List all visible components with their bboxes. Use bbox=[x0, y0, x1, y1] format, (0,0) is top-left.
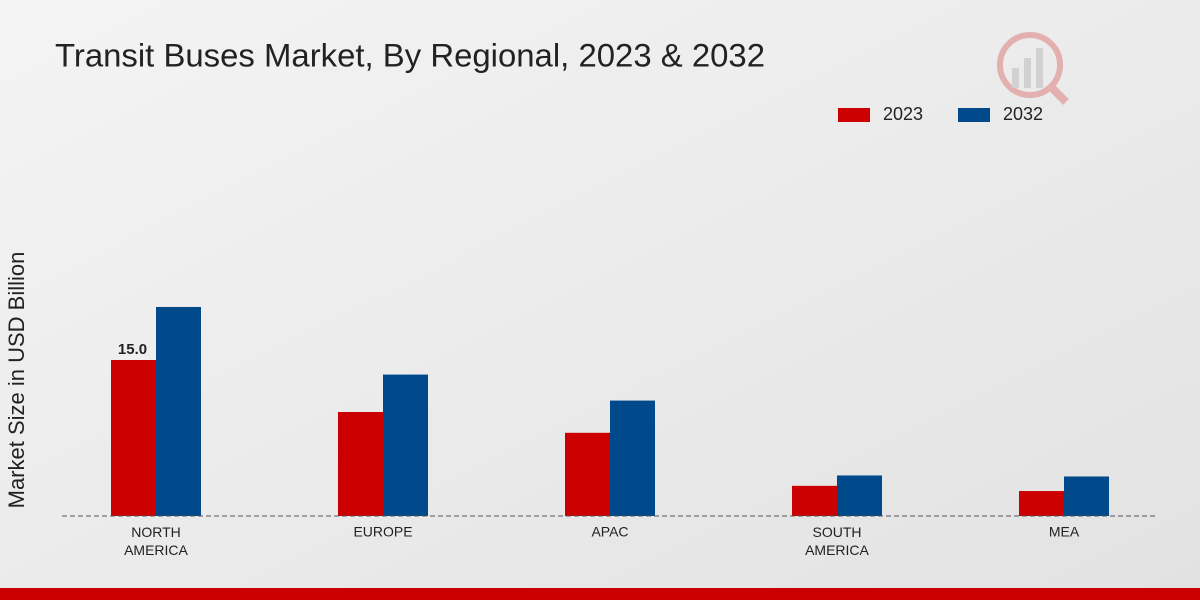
bar bbox=[837, 475, 882, 516]
bar bbox=[1019, 491, 1064, 516]
data-label: 15.0 bbox=[118, 341, 147, 358]
legend-label: 2032 bbox=[1003, 104, 1043, 124]
y-axis-label: Market Size in USD Billion bbox=[4, 252, 29, 509]
legend-label: 2023 bbox=[883, 104, 923, 124]
bar bbox=[111, 360, 156, 516]
x-tick-label: APAC bbox=[591, 524, 628, 540]
bar bbox=[1064, 476, 1109, 516]
bar bbox=[565, 432, 610, 516]
chart-title: Transit Buses Market, By Regional, 2023 … bbox=[55, 37, 765, 73]
bar bbox=[156, 306, 201, 516]
logo bbox=[997, 32, 1069, 105]
bar bbox=[792, 485, 837, 516]
x-tick-label: NORTH AMERICA bbox=[124, 524, 188, 558]
bar bbox=[610, 400, 655, 516]
legend-swatch bbox=[838, 108, 870, 122]
x-tick-label: MEA bbox=[1049, 524, 1080, 540]
legend-swatch bbox=[958, 108, 990, 122]
footer-bar bbox=[0, 588, 1200, 600]
x-tick-label: SOUTH AMERICA bbox=[805, 524, 869, 558]
bar bbox=[338, 412, 383, 516]
x-tick-label: EUROPE bbox=[353, 524, 412, 540]
bar bbox=[383, 374, 428, 516]
